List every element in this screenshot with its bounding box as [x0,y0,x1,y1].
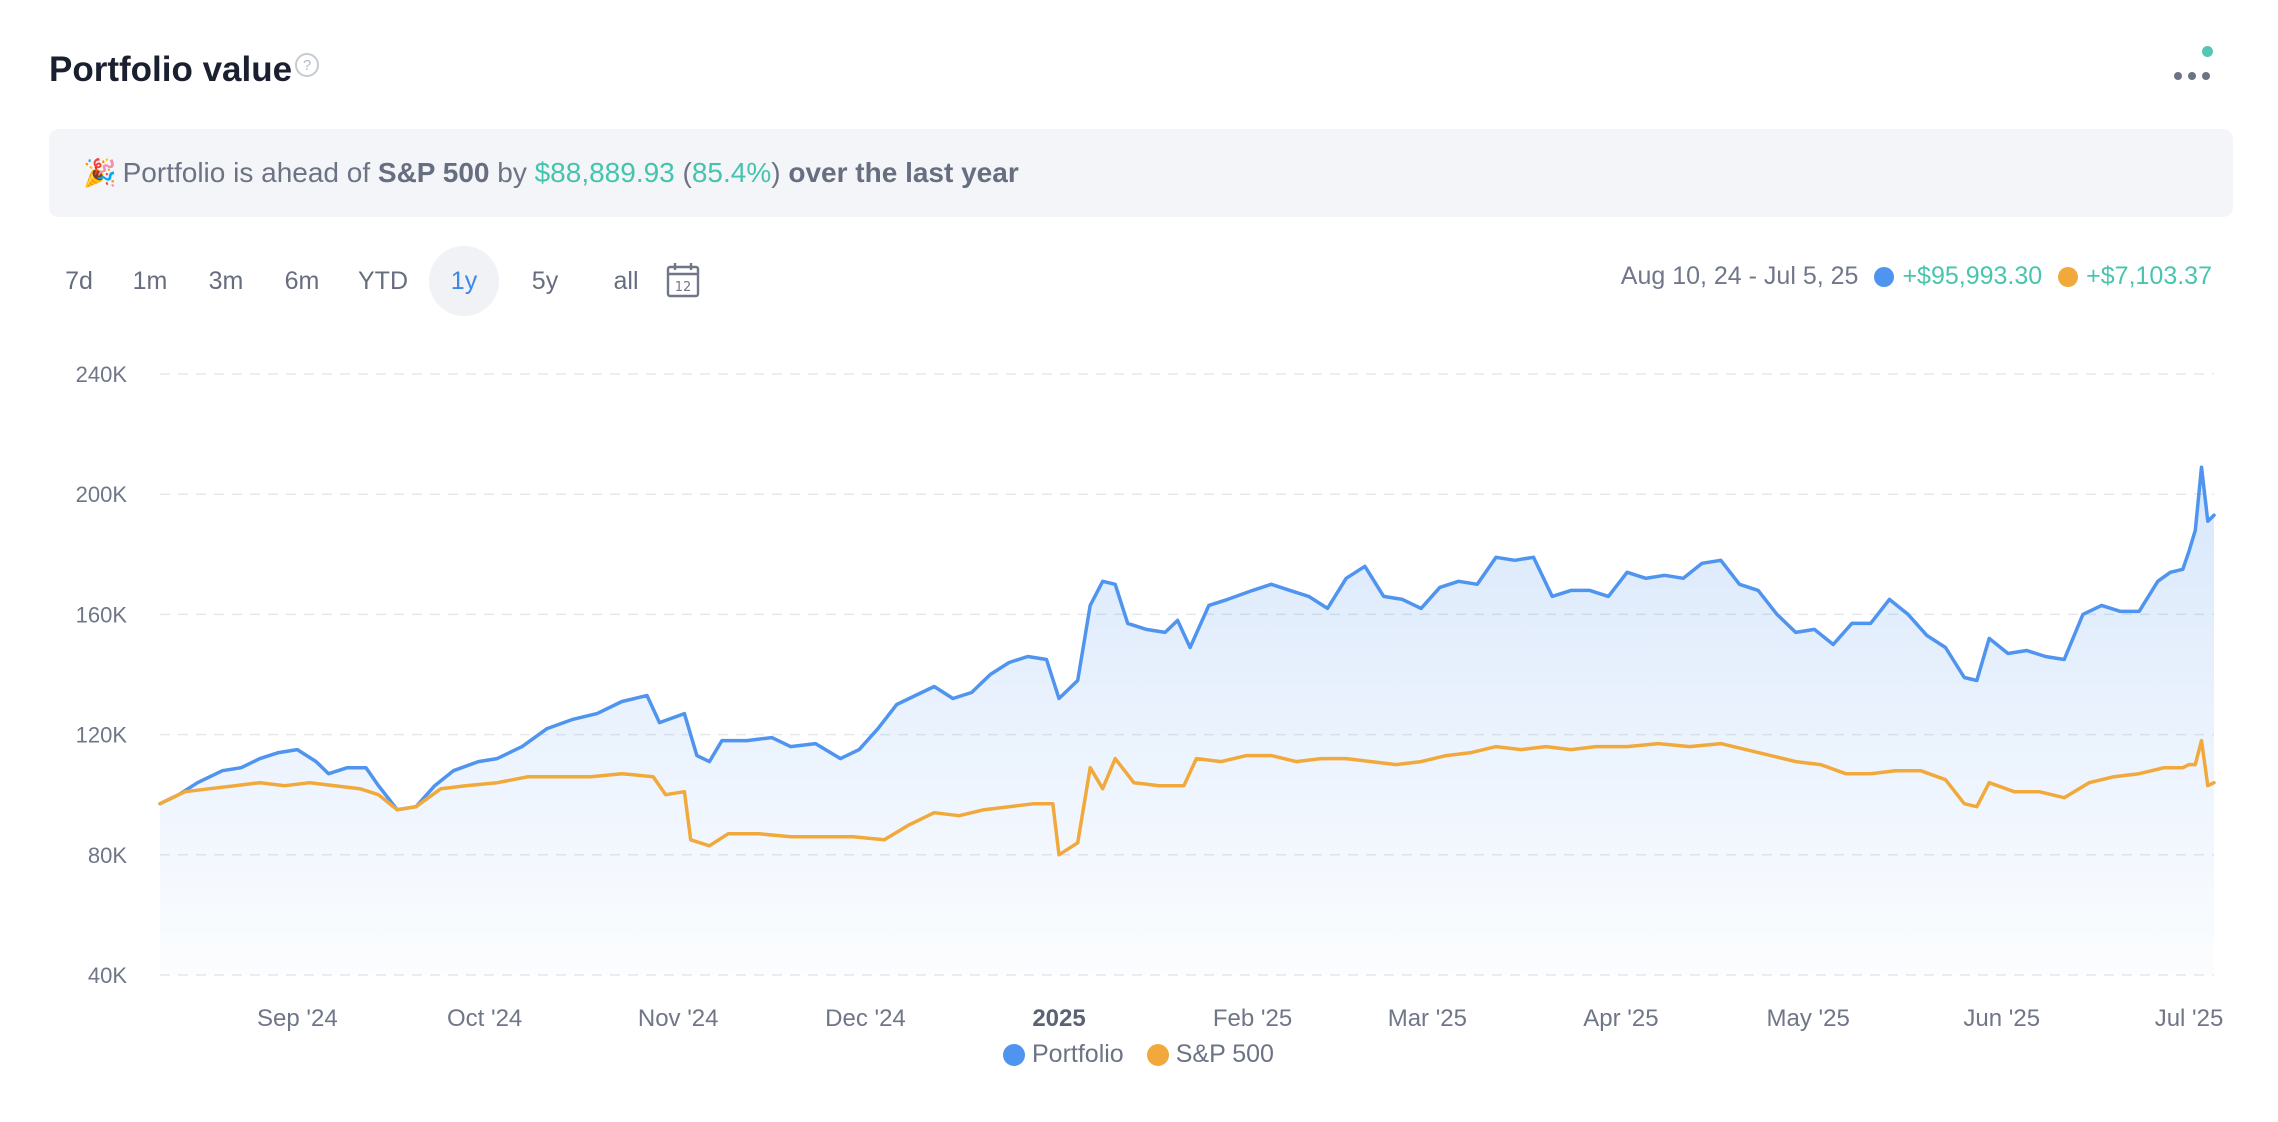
legend-item-sp500[interactable]: S&P 500 [1146,1040,1274,1069]
period-button-3m[interactable]: 3m [208,267,244,295]
portfolio-legend-icon [1003,1043,1025,1066]
period-selector: 7d 1m 3m 6m YTD 1y 5y all [49,246,667,316]
period-button-7d[interactable]: 7d [65,267,93,295]
chart-legend: Portfolio S&P 500 [1003,1040,1297,1069]
period-button-1y[interactable]: 1y [429,246,499,316]
page-title: Portfolio value [49,50,293,89]
portfolio-dot-icon [1874,266,1895,287]
more-dot-icon [2188,72,2196,80]
legend-label-portfolio: Portfolio [1032,1040,1124,1068]
period-button-ytd[interactable]: YTD [358,267,408,295]
help-icon[interactable]: ? [295,53,319,77]
banner-prefix: Portfolio is ahead of [122,157,371,188]
legend-label-sp500: S&P 500 [1175,1040,1274,1068]
period-button-5y[interactable]: 5y [531,267,559,295]
party-popper-icon: 🎉 [83,158,117,188]
banner-paren-close: ) [771,157,781,188]
banner-benchmark: S&P 500 [377,157,490,188]
performance-banner: 🎉 Portfolio is ahead of S&P 500 by $88,8… [49,129,2233,217]
banner-by: by [497,157,527,188]
more-dot-icon [2202,72,2210,80]
portfolio-line [158,465,2216,812]
range-summary: Aug 10, 24 - Jul 5, 25 +$95,993.30 +$7,1… [1621,262,2212,291]
banner-paren-open: ( [682,157,692,188]
more-dot-icon [2174,72,2182,80]
x-tick-label: Sep '24 [257,1005,338,1032]
y-tick-label: 120K [76,723,128,748]
more-options-button[interactable] [2168,52,2216,92]
y-tick-label: 200K [76,482,128,507]
x-tick-label: Feb '25 [1213,1005,1292,1032]
legend-item-portfolio[interactable]: Portfolio [1003,1040,1124,1069]
banner-percent: 85.4% [691,157,772,188]
sp500-line [158,738,2216,857]
sp500-dot-icon [2058,266,2079,287]
x-tick-label: Mar '25 [1388,1005,1467,1032]
portfolio-change: +$95,993.30 [1902,262,2043,290]
x-tick-label: Oct '24 [447,1005,522,1032]
y-tick-label: 160K [76,602,128,627]
x-tick-label: May '25 [1767,1005,1850,1032]
sp500-legend-icon [1146,1043,1169,1066]
notification-dot [2202,46,2213,57]
y-tick-label: 80K [88,843,127,868]
x-tick-label: Apr '25 [1583,1005,1658,1032]
x-tick-label: Jul '25 [2155,1005,2224,1032]
date-range: Aug 10, 24 - Jul 5, 25 [1620,262,1859,290]
calendar-icon-number: 12 [675,280,692,295]
x-tick-label: Nov '24 [638,1005,719,1032]
period-button-6m[interactable]: 6m [284,267,320,295]
calendar-icon[interactable]: 12 [666,262,700,298]
x-tick-label: 2025 [1032,1005,1085,1032]
portfolio-area [160,467,2214,975]
x-tick-label: Jun '25 [1963,1005,2040,1032]
sp500-change: +$7,103.37 [2086,262,2212,290]
y-tick-label: 240K [76,362,128,387]
y-tick-label: 40K [88,963,127,988]
period-button-1m[interactable]: 1m [132,267,168,295]
banner-amount: $88,889.93 [534,157,675,188]
banner-suffix: over the last year [788,157,1019,188]
x-tick-label: Dec '24 [825,1005,906,1032]
period-button-all[interactable]: all [613,267,639,295]
portfolio-chart[interactable]: 40K 80K 120K 160K 200K 240K Sep '24 Oct '24 Nov … [0,0,2278,1040]
